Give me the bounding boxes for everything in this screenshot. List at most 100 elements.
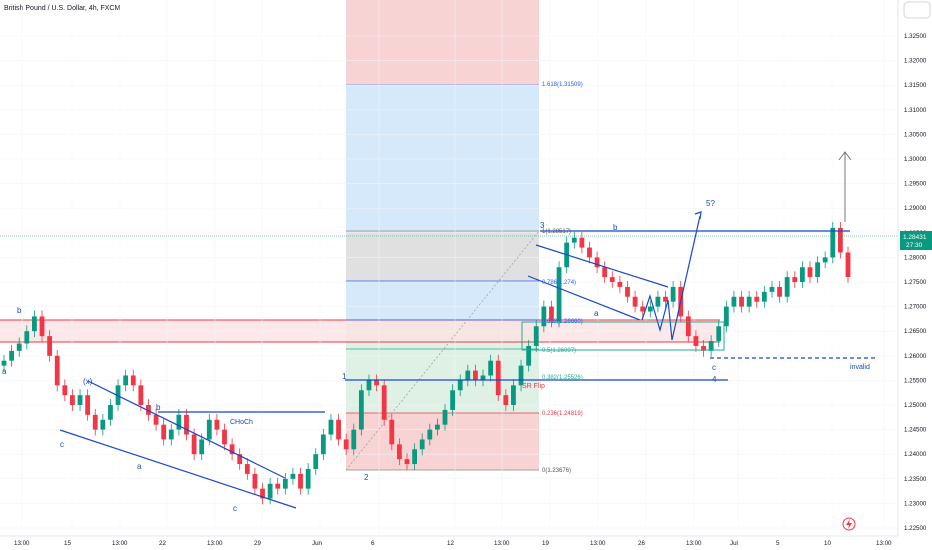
lightning-icon[interactable] xyxy=(842,517,856,531)
candle-body xyxy=(191,434,197,455)
axis-settings-button[interactable] xyxy=(903,1,931,19)
wave-label-c2: c xyxy=(233,504,237,513)
candle-body xyxy=(92,414,98,430)
candle-body xyxy=(571,237,577,243)
candle-body xyxy=(222,429,227,445)
y-tick-label: 1.23500 xyxy=(904,476,927,483)
y-tick-label: 1.23000 xyxy=(904,500,927,507)
y-tick-label: 1.31000 xyxy=(904,107,927,114)
candle-body xyxy=(754,296,760,302)
candle-body xyxy=(260,488,265,499)
wave-label-5: 5? xyxy=(706,199,715,208)
candle-body xyxy=(62,385,68,396)
candle-body xyxy=(313,454,319,469)
candle-body xyxy=(602,267,608,278)
y-tick-label: 1.30500 xyxy=(904,131,927,138)
candle-body xyxy=(739,296,744,307)
flag-lower xyxy=(527,275,641,321)
candle-body xyxy=(419,439,425,450)
candle-body xyxy=(130,375,136,386)
candle-body xyxy=(693,336,699,346)
wave-label-2: 2 xyxy=(364,473,369,482)
invalid-label: invalid xyxy=(850,364,870,371)
y-tick-label: 1.24000 xyxy=(904,451,927,458)
y-tick-label: 1.22500 xyxy=(904,525,927,532)
fib-label-0382: 0.382(1.25526) xyxy=(542,375,583,381)
candle-body xyxy=(290,473,296,479)
wave-label-x: (x) xyxy=(83,377,93,386)
candle-body xyxy=(358,390,364,430)
candle-body xyxy=(381,385,387,420)
candle-body xyxy=(822,257,828,263)
candle-body xyxy=(761,291,767,302)
wave-label-b3: b xyxy=(613,223,618,232)
candle-body xyxy=(594,257,600,268)
candle-body xyxy=(670,286,676,302)
x-tick-label: 13:00 xyxy=(590,540,606,547)
candles-layer xyxy=(1,221,851,505)
candle-body xyxy=(503,395,509,405)
candle-body xyxy=(716,326,722,342)
x-tick-label: Jun xyxy=(312,540,323,547)
candle-body xyxy=(70,395,75,405)
candle-body xyxy=(815,262,820,278)
candle-body xyxy=(161,424,167,440)
candle-body xyxy=(214,419,220,430)
candle-body xyxy=(587,247,592,258)
candle-body xyxy=(511,385,516,405)
candle-body xyxy=(777,286,782,297)
candle-body xyxy=(541,306,547,327)
candle-body xyxy=(54,355,60,386)
candle-body xyxy=(168,429,174,440)
candle-body xyxy=(77,395,83,405)
candle-body xyxy=(1,360,7,366)
candle-body xyxy=(404,459,410,465)
drawings-layer xyxy=(0,151,898,509)
x-tick-label: 22 xyxy=(159,540,166,547)
candle-body xyxy=(252,473,258,489)
candle-body xyxy=(396,444,402,460)
candle-body xyxy=(32,316,37,332)
zone-blue-2 xyxy=(346,281,539,320)
candle-body xyxy=(663,296,668,302)
candle-body xyxy=(206,419,212,440)
candle-body xyxy=(366,380,372,391)
x-tick-label: 26 xyxy=(638,540,645,547)
candle-body xyxy=(723,306,729,327)
candle-body xyxy=(298,473,303,489)
wave-label-3: 3 xyxy=(540,221,545,230)
candle-body xyxy=(199,439,205,455)
candle-body xyxy=(784,277,790,297)
fib-diagonal xyxy=(345,230,540,471)
candle-body xyxy=(830,227,836,258)
y-tick-label: 1.32000 xyxy=(904,58,927,65)
candle-body xyxy=(9,350,15,361)
wave-label-1: 1 xyxy=(342,372,347,381)
candle-body xyxy=(731,296,737,307)
y-tick-label: 1.26500 xyxy=(904,328,927,335)
y-tick-label: 1.31500 xyxy=(904,82,927,89)
candle-body xyxy=(769,286,775,292)
candle-body xyxy=(837,227,843,253)
candle-body xyxy=(488,360,494,376)
projection-zigzag xyxy=(641,215,701,341)
x-tick-label: 29 xyxy=(254,540,261,547)
candle-body xyxy=(495,360,501,396)
candle-body xyxy=(640,306,646,312)
candle-body xyxy=(229,444,235,455)
candle-body xyxy=(526,345,532,366)
candle-body xyxy=(24,331,30,344)
fib-label-0: 0(1.23676) xyxy=(542,468,571,474)
zone-blue xyxy=(346,85,539,231)
candle-body xyxy=(845,252,851,278)
x-tick-label: 10 xyxy=(824,540,831,547)
candle-body xyxy=(244,464,250,474)
candle-body xyxy=(450,390,456,410)
x-tick-label: 12 xyxy=(447,540,454,547)
candle-body xyxy=(556,267,562,322)
candle-body xyxy=(457,380,463,391)
y-tick-label: 1.29000 xyxy=(904,205,927,212)
candle-body xyxy=(655,296,661,307)
teal-box xyxy=(521,321,725,351)
